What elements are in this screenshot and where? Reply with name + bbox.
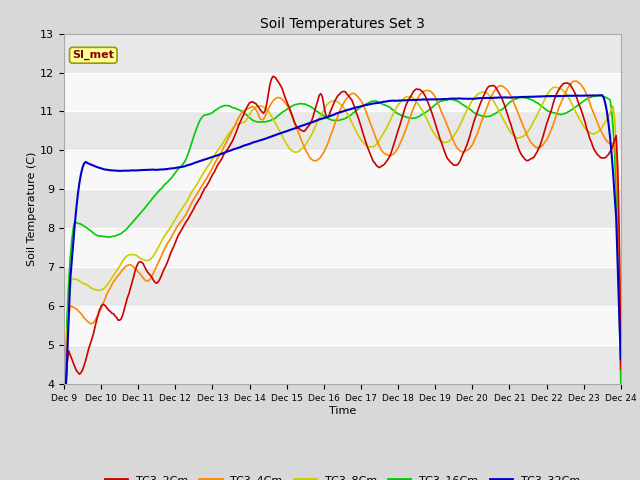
Bar: [64, 34, 621, 72]
Bar: [64, 189, 621, 228]
Text: SI_met: SI_met: [72, 50, 114, 60]
Legend: TC3_2Cm, TC3_4Cm, TC3_8Cm, TC3_16Cm, TC3_32Cm: TC3_2Cm, TC3_4Cm, TC3_8Cm, TC3_16Cm, TC3…: [100, 471, 584, 480]
Bar: [64, 306, 621, 345]
Bar: [64, 267, 621, 306]
Title: Soil Temperatures Set 3: Soil Temperatures Set 3: [260, 17, 425, 31]
Bar: [64, 228, 621, 267]
Bar: [64, 345, 621, 384]
X-axis label: Time: Time: [329, 406, 356, 416]
Bar: [64, 72, 621, 111]
Y-axis label: Soil Temperature (C): Soil Temperature (C): [28, 152, 37, 266]
Bar: [64, 150, 621, 189]
Bar: [64, 111, 621, 150]
